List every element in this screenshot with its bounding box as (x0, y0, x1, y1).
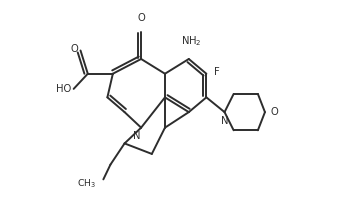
Text: NH$_2$: NH$_2$ (180, 35, 201, 48)
Text: N: N (133, 131, 140, 141)
Text: CH$_3$: CH$_3$ (77, 177, 96, 190)
Text: O: O (71, 44, 78, 54)
Text: O: O (137, 13, 145, 23)
Text: O: O (271, 107, 279, 117)
Text: HO: HO (56, 84, 72, 94)
Text: F: F (214, 67, 220, 77)
Text: N: N (221, 116, 228, 126)
